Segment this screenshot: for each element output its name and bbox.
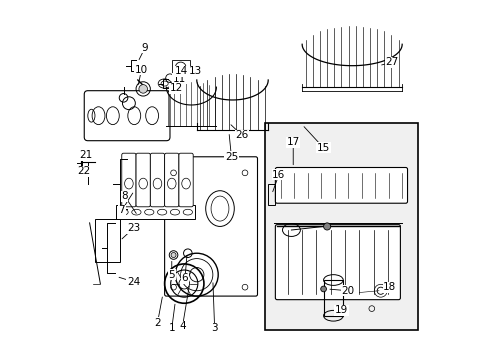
FancyBboxPatch shape <box>84 91 170 141</box>
Text: 19: 19 <box>335 305 348 315</box>
Bar <box>268 184 275 205</box>
Text: 8: 8 <box>122 191 128 201</box>
Text: 16: 16 <box>272 170 286 180</box>
Bar <box>95 219 120 262</box>
FancyBboxPatch shape <box>136 153 150 207</box>
Ellipse shape <box>139 85 147 93</box>
Text: 5: 5 <box>169 270 175 280</box>
Text: 22: 22 <box>77 166 91 176</box>
Bar <box>117 205 195 219</box>
FancyBboxPatch shape <box>275 225 400 300</box>
Text: 11: 11 <box>173 74 186 84</box>
Text: 14: 14 <box>175 66 188 76</box>
FancyBboxPatch shape <box>165 153 179 207</box>
Ellipse shape <box>321 286 326 292</box>
Text: 17: 17 <box>287 138 300 148</box>
Text: 20: 20 <box>342 286 354 296</box>
Text: 27: 27 <box>386 57 399 67</box>
Text: 15: 15 <box>317 143 330 153</box>
Ellipse shape <box>171 252 176 257</box>
Text: 25: 25 <box>225 152 238 162</box>
Text: 7: 7 <box>119 205 125 215</box>
Bar <box>172 60 190 75</box>
Text: 13: 13 <box>189 66 202 76</box>
Text: 1: 1 <box>169 323 175 333</box>
Bar <box>323 280 343 316</box>
Text: 12: 12 <box>170 83 183 93</box>
Text: 10: 10 <box>135 65 148 75</box>
FancyBboxPatch shape <box>150 153 165 207</box>
Text: 9: 9 <box>142 43 148 53</box>
Text: 3: 3 <box>211 323 218 333</box>
Text: 4: 4 <box>179 321 186 332</box>
Text: 21: 21 <box>79 150 93 160</box>
FancyBboxPatch shape <box>179 153 193 207</box>
Text: 24: 24 <box>127 277 140 287</box>
Ellipse shape <box>323 223 331 230</box>
Text: 6: 6 <box>182 273 188 283</box>
Text: 2: 2 <box>154 318 161 328</box>
Text: 26: 26 <box>236 130 249 140</box>
Text: 18: 18 <box>383 282 396 292</box>
FancyBboxPatch shape <box>275 167 408 203</box>
Text: 23: 23 <box>127 223 140 233</box>
FancyBboxPatch shape <box>165 157 258 296</box>
Bar <box>265 123 418 330</box>
FancyBboxPatch shape <box>122 153 136 207</box>
